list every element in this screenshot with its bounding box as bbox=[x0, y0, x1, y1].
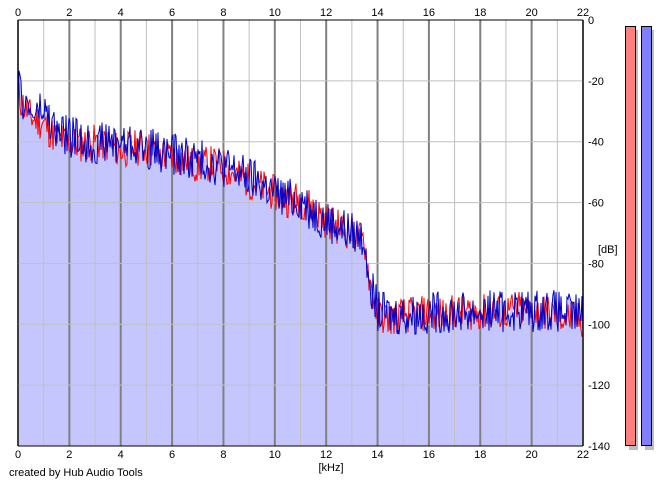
x-tick-label-bottom: 18 bbox=[474, 449, 486, 461]
x-tick-label-top: 8 bbox=[220, 7, 226, 19]
series-right-line bbox=[17, 70, 584, 335]
x-tick-label-top: 12 bbox=[320, 7, 332, 19]
x-tick-label-top: 14 bbox=[371, 7, 383, 19]
x-axis-label: [kHz] bbox=[318, 462, 343, 474]
x-tick-label-bottom: 12 bbox=[320, 449, 332, 461]
y-tick-label: -20 bbox=[588, 76, 604, 88]
x-tick-label-top: 2 bbox=[66, 7, 72, 19]
y-tick-label: -60 bbox=[588, 198, 604, 210]
x-tick-label-bottom: 0 bbox=[15, 449, 21, 461]
x-tick-label-top: 22 bbox=[577, 7, 589, 19]
x-tick-label-top: 4 bbox=[118, 7, 124, 19]
x-tick-label-bottom: 22 bbox=[577, 449, 589, 461]
x-tick-label-bottom: 6 bbox=[169, 449, 175, 461]
x-tick-label-bottom: 8 bbox=[220, 449, 226, 461]
x-tick-label-bottom: 2 bbox=[66, 449, 72, 461]
y-tick-label: -80 bbox=[588, 258, 604, 270]
x-tick-label-top: 0 bbox=[15, 7, 21, 19]
x-tick-label-top: 10 bbox=[269, 7, 281, 19]
y-tick-label: 0 bbox=[588, 15, 594, 27]
y-tick-label: -40 bbox=[588, 137, 604, 149]
y-tick-label: -120 bbox=[588, 380, 610, 392]
x-tick-label-top: 6 bbox=[169, 7, 175, 19]
level-meter-right bbox=[641, 26, 652, 446]
series-group bbox=[17, 70, 584, 337]
y-tick-label: -100 bbox=[588, 319, 610, 331]
x-tick-label-top: 16 bbox=[423, 7, 435, 19]
tick-labels: 002244668810101212141416161818202022220-… bbox=[15, 7, 610, 461]
x-tick-label-bottom: 16 bbox=[423, 449, 435, 461]
credit-text: created by Hub Audio Tools bbox=[9, 467, 143, 479]
x-tick-label-top: 20 bbox=[526, 7, 538, 19]
x-tick-label-bottom: 20 bbox=[526, 449, 538, 461]
x-tick-label-bottom: 10 bbox=[269, 449, 281, 461]
y-axis-label: [dB] bbox=[598, 244, 618, 256]
x-tick-label-top: 18 bbox=[474, 7, 486, 19]
x-tick-label-bottom: 14 bbox=[371, 449, 383, 461]
y-tick-label: -140 bbox=[588, 441, 610, 453]
x-tick-label-bottom: 4 bbox=[118, 449, 124, 461]
level-meter-left bbox=[625, 26, 636, 446]
